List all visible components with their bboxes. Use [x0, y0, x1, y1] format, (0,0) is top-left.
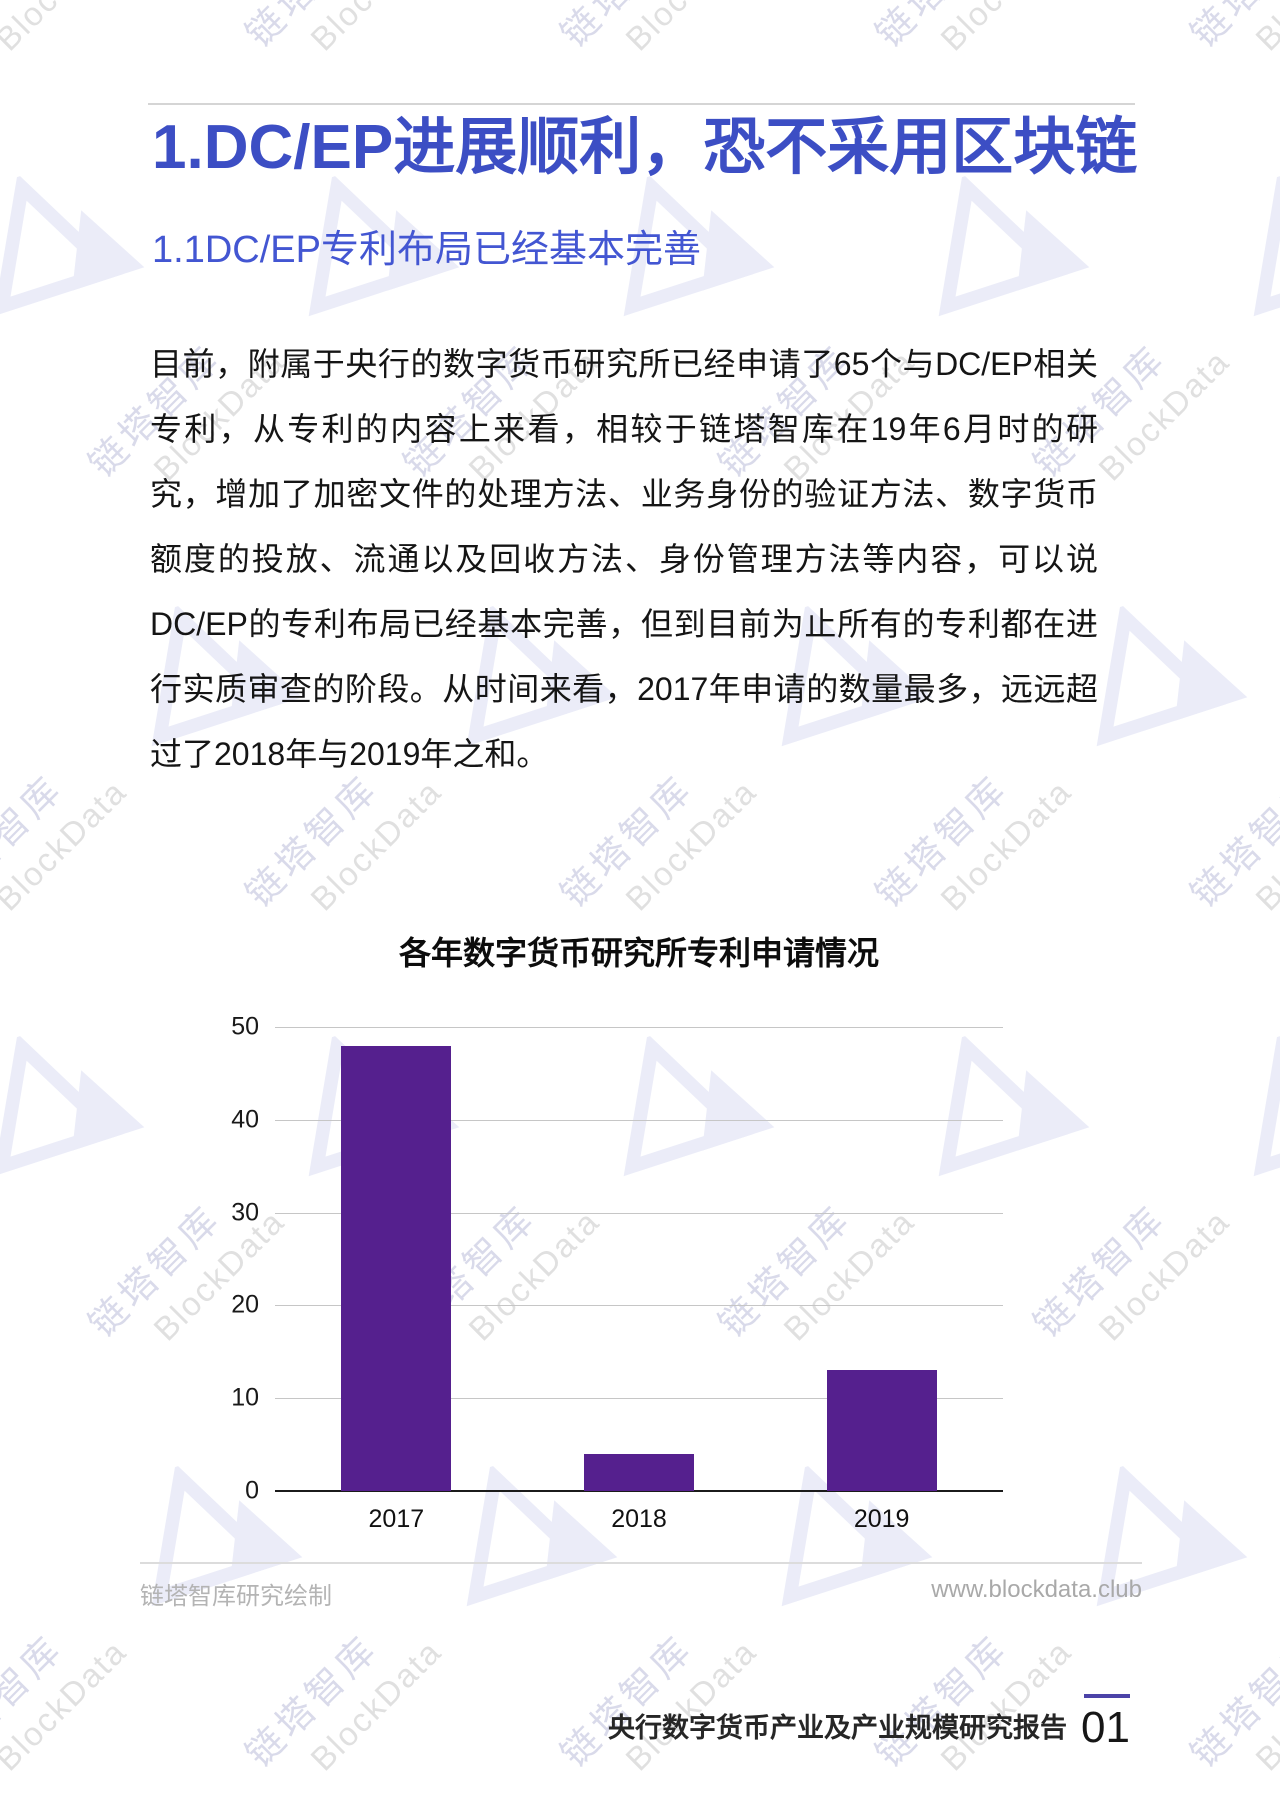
page-footer: 央行数字货币产业及产业规模研究报告 01 [608, 1694, 1130, 1750]
website-link[interactable]: www.blockdata.club [931, 1576, 1142, 1603]
bar-2018 [584, 1453, 694, 1491]
bar-2017 [341, 1045, 452, 1491]
y-tick-10: 10 [231, 1383, 259, 1412]
gridline-50 [275, 1027, 1003, 1028]
gridline-10 [275, 1398, 1003, 1400]
x-tick-2018: 2018 [611, 1505, 667, 1533]
report-title: 央行数字货币产业及产业规模研究报告 [608, 1713, 1068, 1743]
y-tick-30: 30 [231, 1198, 259, 1227]
chart-footer: 链塔智库研究绘制 www.blockdata.club [140, 1576, 1142, 1611]
top-divider [148, 103, 1135, 105]
y-tick-50: 50 [231, 1012, 259, 1041]
gridline-30 [275, 1212, 1003, 1214]
page-number-dash [1084, 1694, 1130, 1698]
footer-divider [140, 1562, 1142, 1564]
y-tick-20: 20 [231, 1290, 259, 1319]
gridline-20 [275, 1305, 1003, 1307]
bar-2019 [826, 1370, 937, 1491]
page-number: 01 [1081, 1703, 1130, 1752]
chart-title: 各年数字货币研究所专利申请情况 [398, 935, 879, 971]
chart-source-label: 链塔智库研究绘制 [140, 1583, 332, 1610]
chart-plot: 0 10 20 30 40 50 2017 2018 2019 [231, 1013, 1003, 1533]
page-number-block: 01 [1081, 1694, 1130, 1750]
gridline-0 [275, 1490, 1003, 1492]
y-tick-40: 40 [231, 1105, 259, 1134]
y-tick-0: 0 [245, 1476, 259, 1505]
section-title: 1.DC/EP进展顺利，恐不采用区块链 [152, 113, 1138, 182]
x-tick-2019: 2019 [853, 1505, 910, 1533]
body-paragraph: 目前，附属于央行的数字货币研究所已经申请了65个与DC/EP相关专利，从专利的内… [150, 346, 1098, 772]
section-subtitle: 1.1DC/EP专利布局已经基本完善 [152, 229, 701, 271]
x-tick-2017: 2017 [368, 1505, 425, 1533]
